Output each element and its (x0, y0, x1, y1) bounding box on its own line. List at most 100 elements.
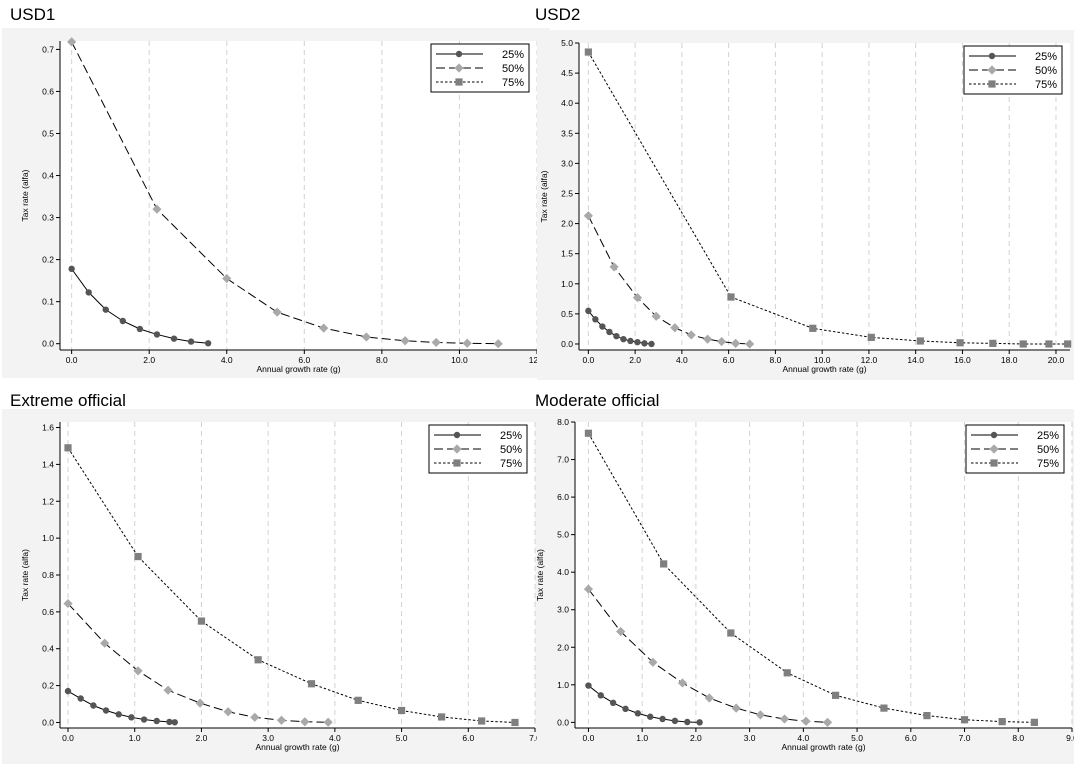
data-point (319, 323, 329, 333)
y-tick-label: 1.0 (42, 533, 54, 543)
data-point (613, 332, 620, 340)
data-point (64, 444, 72, 452)
data-point (592, 316, 599, 323)
legend-label: 75% (1037, 458, 1059, 470)
y-tick-label: 0.5 (42, 128, 54, 138)
series-line (587, 51, 1068, 345)
data-point (584, 429, 593, 437)
data-point (77, 695, 84, 702)
x-tick-label: 4.0 (329, 733, 341, 743)
y-tick-label: 0.2 (42, 255, 54, 265)
x-tick-label: 2.0 (690, 733, 702, 743)
data-point (801, 716, 811, 726)
data-point (641, 340, 648, 347)
data-point (100, 638, 110, 648)
data-point (634, 338, 641, 346)
legend-label: 75% (502, 77, 524, 89)
legend-label: 25% (500, 430, 522, 442)
x-tick-label: 12.0 (529, 355, 537, 365)
x-tick-label: 9.0 (1066, 733, 1074, 743)
x-tick-label: 7.0 (959, 733, 971, 743)
x-tick-label: 1.0 (636, 733, 648, 743)
y-tick-label: 5.0 (557, 530, 569, 540)
data-point (133, 666, 143, 676)
x-tick-label: 2.0 (143, 355, 155, 365)
x-tick-label: 1.0 (129, 733, 141, 743)
chart-moderate-official: 0.0 1.0 2.0 3.0 4.0 5.0 6.0 7.0 8.0 0.0 1.0 2.0 3.0 4… (537, 417, 1074, 752)
data-point (880, 704, 888, 712)
legend-label: 50% (1035, 65, 1057, 77)
y-tick-label: 4.0 (557, 567, 569, 577)
data-point (462, 338, 472, 348)
series-line (588, 685, 700, 723)
series-line (67, 447, 516, 723)
legend-marker (455, 78, 463, 86)
x-tick-label: 10.0 (814, 355, 831, 365)
x-axis-label: Annual growth rate (g) (255, 742, 339, 752)
legend-marker (453, 431, 461, 439)
data-point (622, 705, 629, 713)
x-tick-label: 0.0 (66, 355, 78, 365)
data-point (187, 338, 195, 345)
y-tick-label: 8.0 (557, 417, 569, 427)
x-tick-label: 4.0 (797, 733, 809, 743)
legend-marker (988, 52, 996, 60)
x-tick-label: 2.0 (629, 355, 641, 365)
y-axis-label: Tax rate (alfa) (539, 170, 549, 222)
series-line (587, 433, 1035, 723)
data-point (648, 340, 655, 348)
data-point (85, 289, 92, 296)
data-point (361, 332, 371, 342)
x-tick-label: 0.0 (62, 733, 74, 743)
legend-label: 50% (500, 444, 522, 456)
legend-box (428, 424, 528, 474)
y-tick-label: 0.2 (42, 681, 54, 691)
data-point (704, 693, 714, 703)
data-point (583, 584, 594, 594)
legend-marker (454, 63, 464, 73)
legend-marker (987, 65, 997, 75)
y-tick-label: 2.5 (561, 188, 573, 198)
data-point (1019, 340, 1027, 348)
y-tick-label: 0.7 (42, 44, 54, 54)
series-line (71, 41, 499, 345)
data-point (660, 560, 668, 568)
y-tick-label: 1.0 (557, 680, 569, 690)
data-point (153, 331, 161, 338)
data-point (647, 713, 654, 720)
x-tick-label: 3.0 (262, 733, 274, 743)
data-point (627, 337, 634, 345)
series-75% (64, 444, 519, 727)
data-point (197, 617, 206, 625)
data-point (152, 204, 162, 214)
x-tick-label: 6.0 (298, 355, 310, 365)
data-point (478, 717, 486, 725)
x-tick-label: 8.0 (376, 355, 388, 365)
data-point (254, 656, 262, 664)
x-axis-label: Annual growth rate (g) (781, 742, 865, 752)
x-axis-label: Annual growth rate (g) (782, 364, 866, 374)
panel-usd1: USD1 0.0 0.1 0.2 0.3 0.4 0.5 0.6 0.7 0.0 2.0 4.0 6.… (0, 0, 550, 385)
data-point (599, 323, 606, 330)
y-tick-label: 1.2 (42, 496, 54, 506)
data-point (276, 715, 287, 725)
y-tick-label: 0.4 (42, 171, 54, 181)
y-tick-label: 0.3 (42, 213, 54, 223)
data-point (90, 702, 97, 709)
panel-extreme-official: Extreme official 0.0 0.2 0.4 0.6 0.8 1.0 1.2 1.… (0, 385, 537, 771)
series-50% (67, 37, 503, 349)
x-tick-label: 16.0 (954, 355, 971, 365)
legend-label: 25% (1037, 430, 1059, 442)
data-point (115, 711, 122, 718)
data-point (960, 716, 969, 724)
data-point (300, 717, 310, 727)
data-point (779, 714, 790, 724)
legend-marker (455, 50, 463, 58)
data-point (717, 336, 727, 347)
data-point (620, 335, 627, 343)
data-point (140, 716, 148, 723)
legend-label: 25% (502, 49, 524, 61)
legend-marker (990, 459, 998, 467)
data-point (822, 717, 833, 727)
series-75% (584, 48, 1072, 348)
